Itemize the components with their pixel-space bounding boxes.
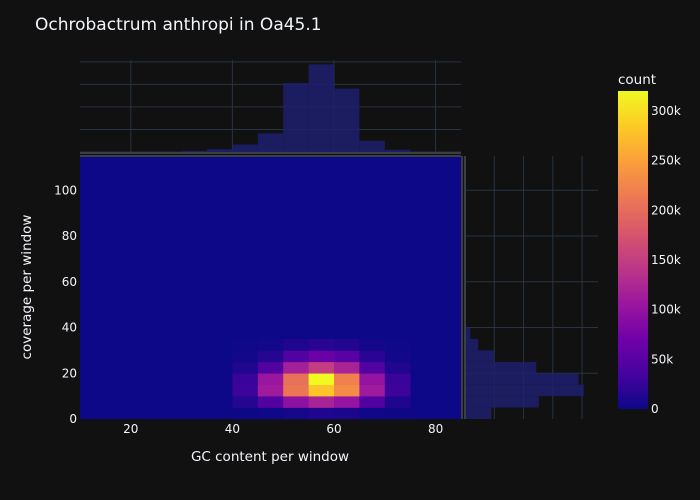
top-marginal-bar	[207, 149, 233, 152]
colorbar-title: count	[618, 72, 656, 88]
heatmap-cell	[257, 373, 284, 385]
heatmap-cell	[308, 384, 335, 397]
top-marginal-bar	[334, 88, 360, 152]
heatmap-cell	[384, 350, 411, 363]
heatmap-cell	[308, 338, 335, 351]
heatmap-cell	[283, 361, 309, 374]
colorbar-tick-label: 100k	[651, 303, 681, 317]
x-tick-label: 20	[123, 422, 138, 436]
heatmap-cell	[384, 338, 411, 351]
heatmap-cell	[232, 396, 259, 408]
top-marginal-bar	[181, 150, 207, 152]
heatmap-cell	[308, 373, 335, 385]
right-marginal-bar	[465, 407, 492, 419]
heatmap-cell	[283, 384, 309, 397]
heatmap-cell	[334, 338, 360, 351]
heatmap-cell	[308, 350, 335, 363]
grid-layer	[80, 60, 598, 419]
heatmap-cell	[257, 384, 284, 397]
heatmap-cell	[334, 384, 360, 397]
top-marginal-bar	[359, 140, 385, 152]
right-marginal-bar	[465, 327, 471, 339]
heatmap-cell	[334, 396, 360, 408]
y-tick-label: 60	[62, 275, 77, 289]
heatmap-cell	[384, 384, 411, 397]
colorbar-tick-label: 300k	[651, 104, 681, 118]
heatmap-cell	[334, 407, 360, 420]
heatmap-cell	[359, 338, 386, 351]
colorbar-tick-label: 250k	[651, 154, 681, 168]
heatmap-cell	[232, 407, 259, 420]
heatmap-cell	[384, 361, 411, 374]
heatmap-cell	[308, 361, 335, 374]
heatmap-cell	[232, 361, 259, 374]
y-tick-label: 40	[62, 321, 77, 335]
heatmap-cell	[308, 396, 335, 408]
heatmap-cell	[257, 361, 284, 374]
heatmap-cell	[283, 338, 309, 351]
heatmap-cell	[334, 373, 360, 385]
right-marginal-bar	[465, 361, 537, 374]
colorbar-tick-label: 200k	[651, 203, 681, 217]
heatmap-cell	[359, 384, 386, 397]
colorbar-bar	[618, 91, 648, 409]
top-marginal-bar	[384, 149, 411, 152]
heatmap-cell	[359, 350, 386, 363]
top-marginal-bar	[232, 144, 258, 152]
heatmap-cell	[359, 373, 386, 385]
heatmap-cell	[334, 350, 360, 363]
heatmap-cell	[384, 396, 411, 408]
right-marginal-bar	[465, 338, 479, 351]
axes-layer: 20 40 60 80 0 20 40 60 80 100 0 50k 100k 150k 200k 250k…	[54, 104, 681, 436]
top-marginal-bar	[308, 64, 334, 152]
heatmap-cell	[257, 350, 284, 363]
y-tick-label: 80	[62, 229, 77, 243]
y-tick-label: 0	[69, 412, 77, 426]
heatmap-cell	[232, 338, 259, 351]
right-marginal-bar	[465, 350, 495, 362]
x-tick-label: 60	[326, 422, 341, 436]
right-marginal-bar	[465, 373, 579, 385]
right-marginal-bar	[465, 396, 539, 408]
colorbar-tick-label: 50k	[651, 352, 673, 366]
heatmap-cell	[257, 407, 284, 420]
x-axis-title: GC content per window	[191, 449, 349, 465]
x-tick-label: 40	[225, 422, 240, 436]
heatmap-cell	[283, 373, 309, 385]
y-tick-label: 100	[54, 183, 77, 197]
heatmap-cell	[257, 338, 284, 351]
heatmap-cell	[384, 373, 411, 385]
chart-title: Ochrobactrum anthropi in Oa45.1	[35, 15, 322, 35]
heatmap-cell	[359, 396, 386, 408]
heatmap-cell	[359, 361, 386, 374]
top-marginal-bar	[283, 83, 309, 152]
marks-layer	[80, 64, 648, 420]
heatmap-cell	[257, 396, 284, 408]
heatmap-cell	[232, 373, 259, 385]
colorbar-tick-label: 0	[651, 402, 659, 416]
heatmap-cell	[232, 350, 259, 363]
y-axis-title: coverage per window	[19, 215, 35, 360]
heatmap-cell	[308, 407, 335, 420]
heatmap-cell	[334, 361, 360, 374]
top-marginal-bar	[257, 133, 284, 152]
right-marginal-bar	[465, 384, 584, 397]
heatmap-cell	[283, 350, 309, 363]
heatmap-cell	[283, 407, 309, 420]
x-tick-label: 80	[428, 422, 443, 436]
colorbar-tick-label: 150k	[651, 253, 681, 267]
heatmap-cell	[359, 407, 386, 420]
heatmap-cell	[232, 384, 259, 397]
heatmap-cell	[384, 407, 411, 420]
y-tick-label: 20	[62, 366, 77, 380]
heatmap-cell	[283, 396, 309, 408]
